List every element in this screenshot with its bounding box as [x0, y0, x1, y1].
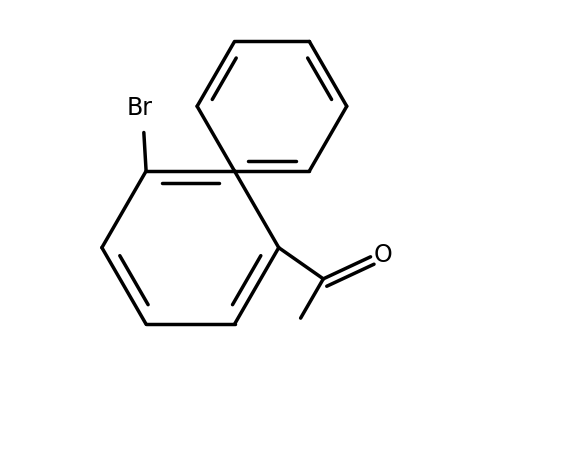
Text: O: O	[374, 242, 393, 267]
Text: Br: Br	[126, 95, 152, 120]
